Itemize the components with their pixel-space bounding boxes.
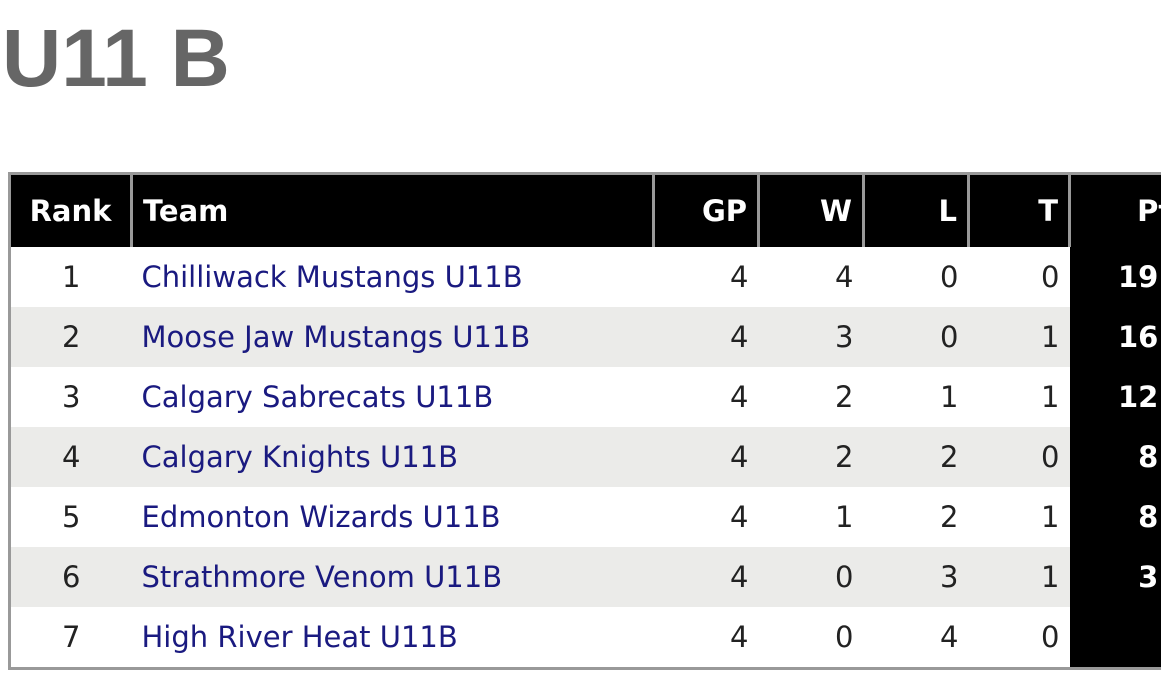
column-header: L [862, 173, 969, 247]
standings: RankTeamGPWLTPts 1 Chilliwack Mustangs U1… [8, 172, 1161, 670]
column-header: W [757, 173, 864, 247]
team-row: 5 Edmonton Wizards U11B 4 1 2 1 8.5 [10, 487, 1161, 547]
team-link[interactable]: Strathmore Venom U11B [131, 547, 654, 607]
stat: 1 [968, 547, 1070, 607]
rank: 5 [62, 500, 81, 534]
stat: 4 [653, 427, 759, 487]
stat: 0 [1041, 620, 1060, 654]
column-header: Pts [1068, 173, 1161, 247]
stat: 0 [863, 307, 969, 367]
team-link[interactable]: Calgary Sabrecats U11B [141, 380, 494, 414]
stat: 1 [1041, 380, 1060, 414]
points: 3.5 [1069, 547, 1161, 607]
stat: 3 [758, 307, 864, 367]
stat: 0 [940, 260, 959, 294]
stat: 2 [758, 427, 864, 487]
stat: 0 [968, 427, 1070, 487]
column-header: Team [130, 173, 654, 247]
stat: 4 [730, 260, 749, 294]
stat: 4 [730, 380, 749, 414]
stat: 2 [940, 500, 959, 534]
stat: 0 [758, 547, 864, 607]
stat: 4 [653, 307, 759, 367]
stat: 0 [835, 620, 854, 654]
rank: 2 [9, 307, 132, 367]
team-row: 3 Calgary Sabrecats U11B 4 2 1 1 12.5 [10, 367, 1161, 427]
stat: 4 [730, 620, 749, 654]
stat: 4 [653, 547, 759, 607]
stat: 1 [1041, 500, 1060, 534]
points: 19.5 [1069, 247, 1161, 307]
team-link[interactable]: High River Heat U11B [141, 620, 458, 654]
team-link[interactable]: Chilliwack Mustangs U11B [141, 260, 523, 294]
team-link[interactable]: Moose Jaw Mustangs U11B [131, 307, 654, 367]
stat: 1 [835, 500, 854, 534]
stat: 1 [968, 307, 1070, 367]
points: 16.5 [1069, 307, 1161, 367]
stat: 4 [730, 500, 749, 534]
page-title: U11 B [2, 13, 230, 104]
column-header: GP [652, 173, 759, 247]
stat: 1 [940, 380, 959, 414]
team-link[interactable]: Calgary Knights U11B [131, 427, 654, 487]
team-link[interactable]: Edmonton Wizards U11B [141, 500, 501, 534]
points: 8.5 [1069, 427, 1161, 487]
stat: 4 [940, 620, 959, 654]
team-row: 1 Chilliwack Mustangs U11B 4 4 0 0 19.5 [10, 247, 1161, 307]
stat: 2 [835, 380, 854, 414]
header-row: RankTeamGPWLTPts [8, 173, 1161, 247]
rank: 7 [62, 620, 81, 654]
rank: 3 [62, 380, 81, 414]
points: 12.5 [1069, 367, 1161, 427]
stat: 4 [835, 260, 854, 294]
rank: 6 [9, 547, 132, 607]
stat: 2 [863, 427, 969, 487]
points: 1 [1069, 607, 1161, 669]
column-header: T [967, 173, 1070, 247]
stat: 3 [863, 547, 969, 607]
standings-table: RankTeamGPWLTPts 1 Chilliwack Mustangs U1… [8, 172, 1161, 670]
rank: 4 [9, 427, 132, 487]
column-header: Rank [8, 173, 132, 247]
points: 8.5 [1069, 487, 1161, 547]
stat: 0 [1041, 260, 1060, 294]
rank: 1 [62, 260, 81, 294]
